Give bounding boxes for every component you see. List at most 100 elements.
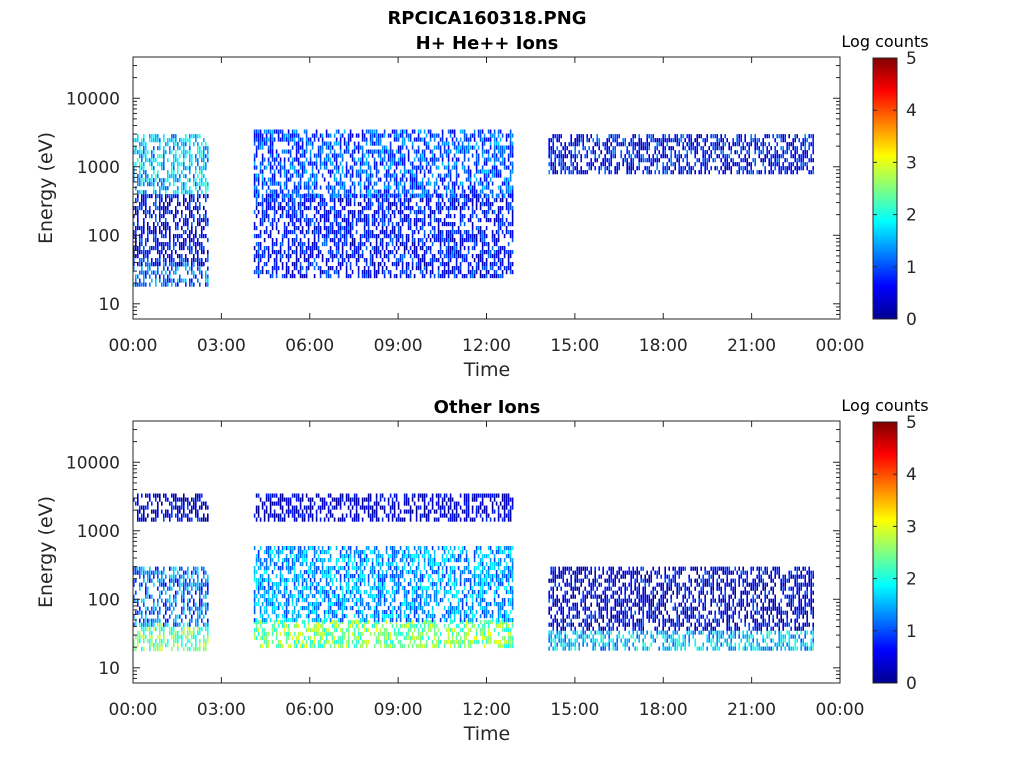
spectrogram-cell — [421, 218, 424, 223]
spectrogram-cell — [399, 149, 402, 154]
spectrogram-cell — [285, 137, 288, 142]
spectrogram-cell — [738, 166, 740, 171]
spectrogram-cell — [493, 169, 496, 174]
spectrogram-cell — [365, 246, 368, 251]
spectrogram-cell — [141, 513, 143, 518]
spectrogram-cell — [271, 133, 274, 138]
spectrogram-cell — [331, 161, 334, 166]
spectrogram-cell — [419, 270, 422, 275]
spectrogram-cell — [646, 134, 648, 139]
spectrogram-cell — [175, 639, 177, 644]
spectrogram-cell — [143, 222, 145, 227]
spectrogram-cell — [349, 129, 352, 134]
spectrogram-cell — [367, 193, 370, 198]
spectrogram-cell — [774, 166, 776, 171]
spectrogram-cell — [812, 134, 814, 139]
spectrogram-cell — [634, 154, 636, 159]
spectrogram-cell — [475, 226, 478, 231]
spectrogram-cell — [427, 262, 430, 267]
spectrogram-cell — [473, 189, 476, 194]
spectrogram-cell — [299, 206, 302, 211]
spectrogram-cell — [485, 149, 488, 154]
spectrogram-cell — [463, 258, 466, 263]
spectrogram-cell — [373, 234, 376, 239]
spectrogram-cell — [185, 262, 187, 267]
spectrogram-cell — [407, 262, 410, 267]
spectrogram-cell — [483, 141, 486, 146]
spectrogram-cell — [489, 177, 492, 182]
spectrogram-cell — [606, 158, 608, 163]
spectrogram-cell — [333, 238, 336, 243]
spectrogram-cell — [475, 270, 478, 275]
spectrogram-cell — [696, 146, 698, 151]
spectrogram-cell — [415, 173, 418, 178]
spectrogram-cell — [339, 266, 342, 271]
spectrogram-cell — [271, 157, 274, 162]
spectrogram-cell — [163, 178, 165, 183]
spectrogram-cell — [473, 137, 476, 142]
spectrogram-cell — [205, 142, 207, 147]
spectrogram-cell — [391, 202, 394, 207]
spectrogram-cell — [169, 578, 171, 583]
spectrogram-cell — [808, 142, 810, 147]
spectrogram-cell — [253, 141, 256, 146]
spectrogram-cell — [183, 627, 185, 632]
spectrogram-cell — [321, 137, 324, 142]
spectrogram-cell — [668, 138, 670, 143]
spectrogram-cell — [165, 226, 167, 231]
spectrogram-cell — [395, 185, 398, 190]
spectrogram-cell — [181, 138, 183, 143]
spectrogram-cell — [321, 173, 324, 178]
spectrogram-cell — [451, 254, 454, 259]
spectrogram-cell — [682, 166, 684, 171]
spectrogram-cell — [141, 614, 143, 619]
spectrogram-cell — [377, 266, 380, 271]
spectrogram-cell — [343, 242, 346, 247]
spectrogram-cell — [497, 250, 500, 255]
spectrogram-cell — [283, 193, 286, 198]
spectrogram-cell — [650, 158, 652, 163]
spectrogram-cell — [139, 582, 141, 587]
spectrogram-cell — [499, 185, 502, 190]
spectrogram-cell — [714, 166, 716, 171]
spectrogram-cell — [257, 145, 260, 150]
spectrogram-cell — [584, 170, 586, 175]
spectrogram-cell — [367, 165, 370, 170]
spectrogram-cell — [473, 270, 476, 275]
spectrogram-cell — [207, 158, 209, 163]
spectrogram-cell — [754, 146, 756, 151]
spectrogram-cell — [261, 202, 264, 207]
spectrogram-cell — [459, 242, 462, 247]
spectrogram-cell — [415, 177, 418, 182]
spectrogram-cell — [269, 222, 272, 227]
spectrogram-cell — [325, 185, 328, 190]
spectrogram-cell — [151, 643, 153, 648]
spectrogram-cell — [447, 246, 450, 251]
spectrogram-cell — [678, 162, 680, 167]
spectrogram-cell — [269, 149, 272, 154]
spectrogram-cell — [407, 234, 410, 239]
spectrogram-cell — [145, 282, 147, 287]
spectrogram-cell — [337, 198, 340, 203]
spectrogram-cell — [325, 161, 328, 166]
spectrogram-cell — [169, 631, 171, 636]
spectrogram-cell — [289, 133, 292, 138]
spectrogram-cell — [558, 134, 560, 139]
spectrogram-cell — [165, 178, 167, 183]
spectrogram-cell — [381, 202, 384, 207]
spectrogram-cell — [497, 169, 500, 174]
spectrogram-cell — [467, 194, 470, 199]
spectrogram-cell — [509, 141, 512, 146]
spectrogram-cell — [548, 142, 550, 147]
spectrogram-cell — [143, 622, 145, 627]
spectrogram-cell — [347, 202, 350, 207]
spectrogram-cell — [141, 262, 143, 267]
spectrogram-cell — [293, 222, 296, 227]
spectrogram-cell — [395, 202, 398, 207]
spectrogram-cell — [197, 258, 199, 263]
spectrogram-cell — [483, 161, 486, 166]
spectrogram-cell — [267, 137, 270, 142]
spectrogram-cell — [309, 173, 312, 178]
spectrogram-cell — [181, 214, 183, 219]
spectrogram-cell — [461, 206, 464, 211]
